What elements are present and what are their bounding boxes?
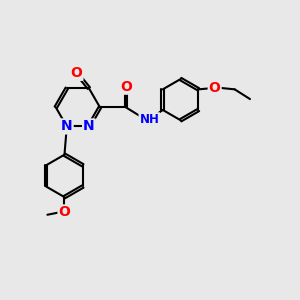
Text: O: O: [58, 206, 70, 219]
Text: O: O: [70, 66, 83, 80]
Text: O: O: [209, 81, 220, 95]
Text: O: O: [120, 80, 132, 94]
Text: N: N: [61, 119, 73, 134]
Text: NH: NH: [140, 113, 159, 126]
Text: N: N: [83, 119, 95, 134]
